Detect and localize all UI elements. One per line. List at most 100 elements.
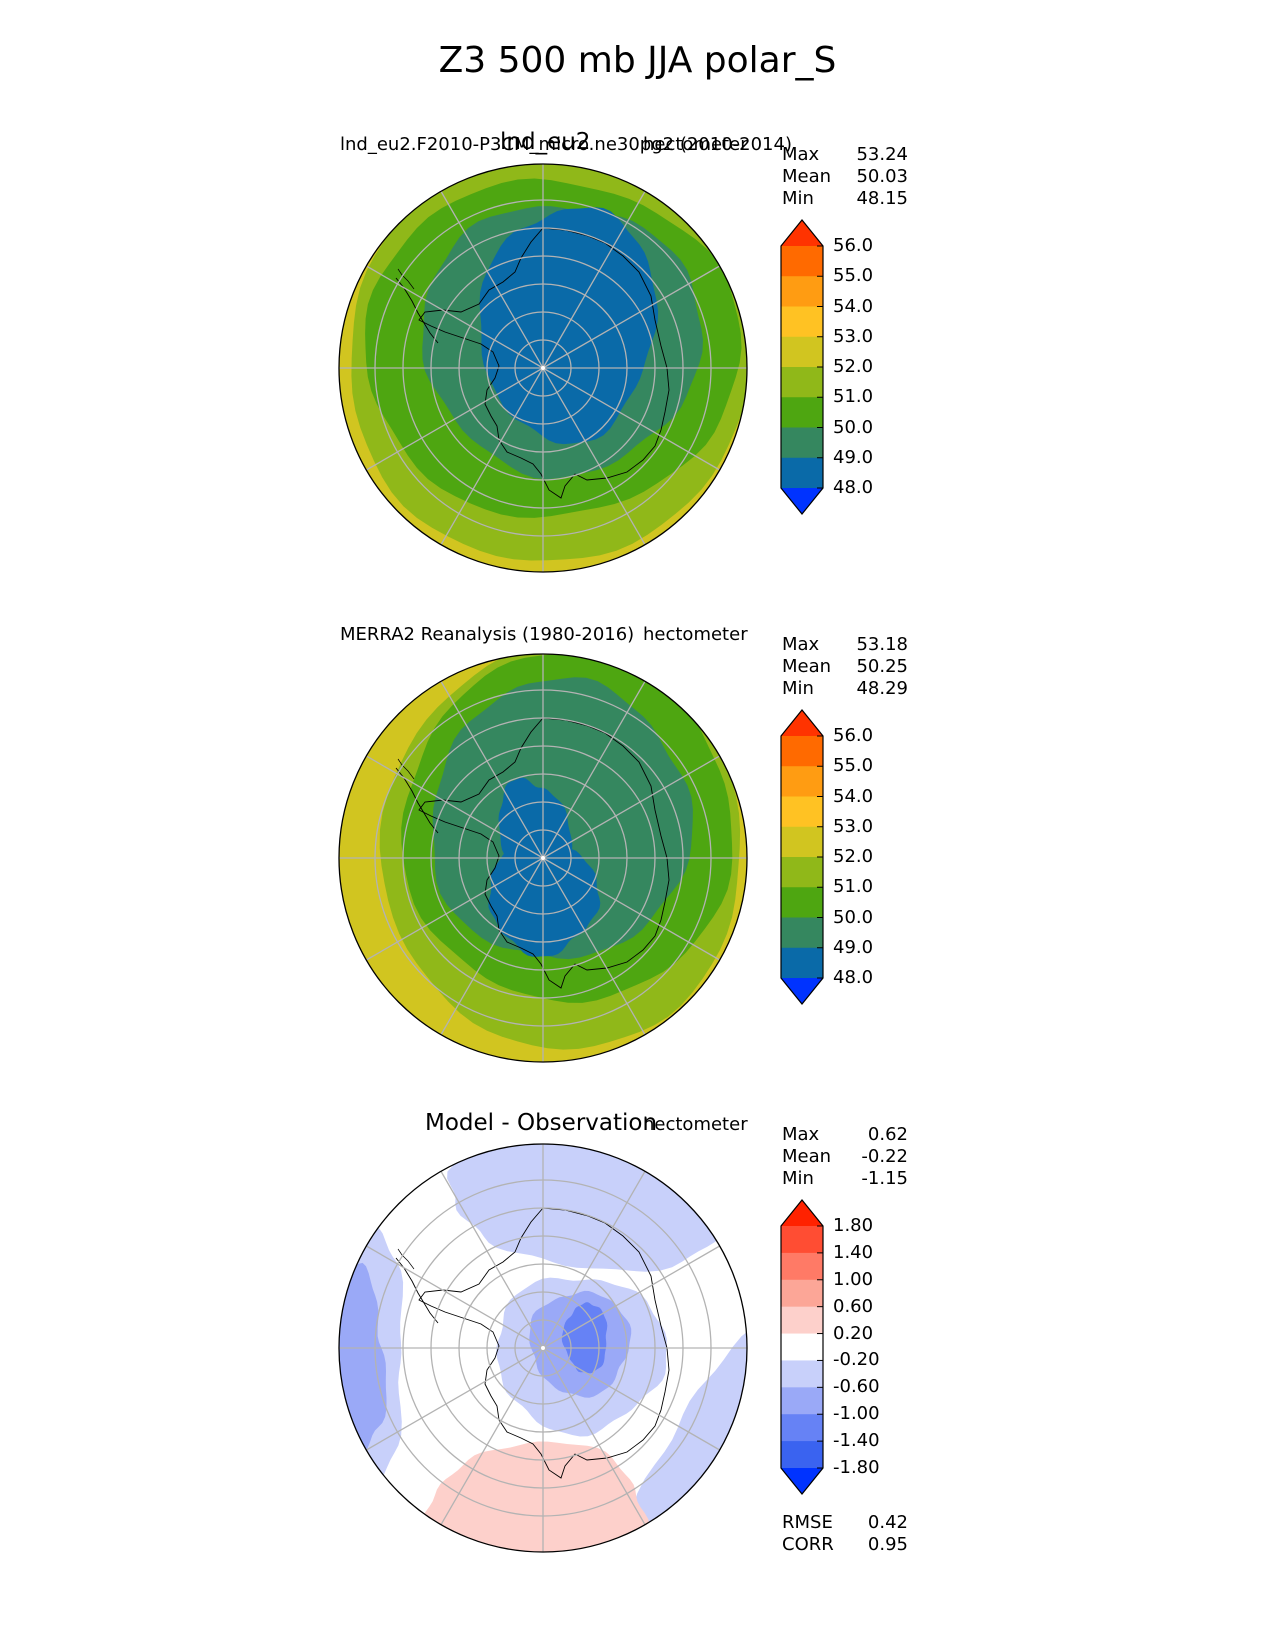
- meridian-line: [542, 1347, 649, 1531]
- colorbar-bin: [781, 1441, 823, 1469]
- panel1-min-value: 48.15: [856, 188, 908, 209]
- meridian-line: [360, 262, 544, 369]
- colorbar-bin: [781, 887, 823, 918]
- colorbar-tick-label: 52.0: [833, 846, 874, 867]
- meridian-line: [437, 1165, 544, 1349]
- pole-marker: [541, 1346, 545, 1350]
- colorbar-extend-min: [781, 978, 823, 1004]
- meridian-line: [360, 857, 544, 964]
- colorbar-tick-label: 51.0: [833, 386, 874, 408]
- colorbar-bin: [781, 1279, 823, 1308]
- meridian-line: [437, 1347, 544, 1531]
- colorbar-tick-label: 54.0: [833, 295, 874, 317]
- meridian-line: [542, 857, 726, 964]
- panel1-case-name: lnd_eu2.F2010-P3CM_micro.ne30pg2 (2010-2…: [340, 134, 792, 155]
- panel1-mean-value: 50.03: [856, 166, 908, 187]
- colorbar-tick-label: 53.0: [833, 815, 874, 837]
- panel1-max-label: Max: [782, 144, 820, 165]
- panel2-polar-map: [338, 653, 748, 1063]
- panel3-corr-value: 0.95: [867, 1534, 908, 1555]
- panel3-rmse-label: RMSE: [782, 1512, 833, 1533]
- map-field-group: [339, 1144, 747, 1552]
- panel2-max-label: Max: [782, 634, 820, 655]
- colorbar-tick-label: 50.0: [833, 416, 874, 438]
- antarctica-coastline: [418, 717, 670, 989]
- panel3-corr-label: CORR: [782, 1534, 834, 1555]
- colorbar-tick-label: 48.0: [833, 967, 874, 988]
- panel3-mean-label: Mean: [782, 1146, 832, 1167]
- panel2-units: hectometer: [643, 624, 748, 645]
- colorbar-tick-label: 1.00: [833, 1268, 874, 1290]
- panel3-max-label: Max: [782, 1124, 820, 1145]
- colorbar-bin: [781, 336, 823, 368]
- colorbar-tick-label: 56.0: [833, 725, 874, 746]
- diff-region-left-deep: [339, 1262, 387, 1459]
- colorbar-tick-label: 55.0: [833, 755, 874, 777]
- island-coastline: [397, 1248, 415, 1270]
- colorbar-bin: [781, 1226, 823, 1254]
- colorbar-bin: [781, 1360, 823, 1388]
- meridian-line: [542, 262, 726, 369]
- panel1-min-label: Min: [782, 188, 814, 209]
- colorbar-tick-label: -1.80: [833, 1457, 880, 1478]
- antarctica-coastline: [418, 1207, 670, 1479]
- panel3-mean-value: -0.22: [861, 1146, 908, 1167]
- meridian-line: [360, 1347, 544, 1454]
- colorbar-extend-max: [781, 1200, 823, 1226]
- panel2-max-value: 53.18: [856, 634, 908, 655]
- colorbar-tick-label: -0.20: [833, 1349, 880, 1371]
- pole-marker: [541, 856, 545, 860]
- colorbar-extend-min: [781, 1468, 823, 1494]
- map-border: [338, 653, 748, 1063]
- meridian-line: [542, 675, 649, 859]
- island-coastline: [397, 268, 415, 290]
- map-field-group: [339, 654, 747, 1062]
- panel3-max-value: 0.62: [867, 1124, 908, 1145]
- colorbar-bin: [781, 1252, 823, 1281]
- pole-marker: [541, 366, 545, 370]
- colorbar-bin: [781, 427, 823, 459]
- contour-band-49: [479, 207, 659, 445]
- diff-region-center-deep: [561, 1302, 608, 1374]
- map-border: [338, 163, 748, 573]
- panel3-polar-map: [338, 1143, 748, 1553]
- colorbar-tick-label: 56.0: [833, 235, 874, 256]
- page-title: Z3 500 mb JJA polar_S: [438, 40, 837, 81]
- colorbar-tick-label: 0.20: [833, 1322, 874, 1344]
- colorbar-tick-label: 49.0: [833, 446, 874, 468]
- colorbar-bin: [781, 457, 823, 489]
- colorbar-bin: [781, 947, 823, 979]
- panel1-colorbar: [780, 219, 824, 515]
- island-coastline: [397, 758, 415, 780]
- meridian-line: [542, 367, 726, 474]
- colorbar-bin: [781, 367, 823, 398]
- panel2-min-label: Min: [782, 678, 814, 699]
- meridian-line: [437, 857, 544, 1041]
- panel3-units: hectometer: [643, 1114, 748, 1135]
- colorbar-bin: [781, 246, 823, 277]
- colorbar-bin: [781, 766, 823, 797]
- colorbar-tick-label: 50.0: [833, 906, 874, 928]
- map-border: [338, 1143, 748, 1553]
- panel3-min-value: -1.15: [861, 1168, 908, 1189]
- panel2-case-name: MERRA2 Reanalysis (1980-2016): [340, 624, 635, 645]
- meridian-line: [360, 367, 544, 474]
- meridian-line: [437, 367, 544, 551]
- colorbar-tick-label: 0.60: [833, 1295, 874, 1317]
- colorbar-tick-label: -1.00: [833, 1403, 880, 1425]
- colorbar-bin: [781, 276, 823, 307]
- meridian-line: [542, 752, 726, 859]
- meridian-line: [542, 1347, 726, 1454]
- colorbar-tick-label: 51.0: [833, 876, 874, 898]
- meridian-line: [437, 185, 544, 369]
- meridian-line: [360, 752, 544, 859]
- colorbar-extend-min: [781, 488, 823, 514]
- panel1-title: lnd_eu2: [500, 129, 591, 155]
- colorbar-tick-label: 54.0: [833, 785, 874, 807]
- meridian-line: [360, 1242, 544, 1349]
- colorbar-bin: [781, 1333, 823, 1361]
- colorbar-bin: [781, 736, 823, 767]
- colorbar-bin: [781, 306, 823, 338]
- colorbar-tick-label: 49.0: [833, 936, 874, 958]
- panel3-title: Model - Observation: [425, 1110, 658, 1136]
